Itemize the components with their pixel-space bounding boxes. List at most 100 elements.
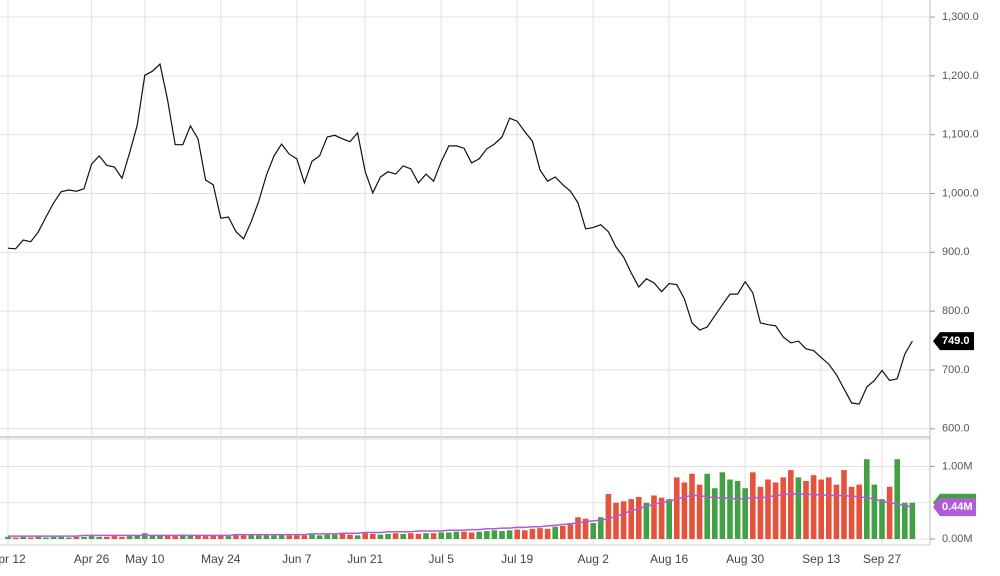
volume-bar (256, 535, 262, 539)
volume-bar (582, 518, 589, 539)
y-tick-label: 1.00M (942, 460, 973, 472)
volume-bar (12, 537, 19, 539)
volume-bar (522, 530, 528, 539)
y-tick-label: 700.0 (942, 364, 970, 376)
volume-bar (96, 536, 102, 539)
volume-bar (491, 530, 498, 539)
volume-bar (50, 536, 57, 539)
volume-bar (780, 477, 786, 539)
volume-bar (354, 535, 361, 539)
x-tick-label: Sep 13 (802, 552, 840, 566)
volume-bar (180, 534, 186, 539)
volume-bar (643, 502, 650, 539)
volume-bar (476, 531, 482, 539)
volume-bar (324, 534, 330, 539)
volume-bar (468, 532, 475, 539)
volume-bar (301, 535, 308, 539)
volume-bar (278, 534, 285, 539)
volume-bar (461, 531, 467, 539)
y-tick-label: 0.00M (942, 533, 973, 545)
volume-bar (560, 525, 566, 539)
volume-bar (902, 502, 908, 539)
volume-bar (757, 486, 764, 539)
volume-bar (484, 531, 490, 539)
volume-bar (370, 533, 376, 539)
volume-bar (537, 528, 543, 539)
volume-bar (73, 536, 80, 539)
volume-bar (803, 480, 809, 539)
y-tick-label: 1,300.0 (942, 11, 979, 23)
tag-label: 749.0 (942, 335, 970, 347)
volume-bar (628, 499, 634, 539)
volume-bar (210, 535, 216, 539)
volume-bar (164, 535, 171, 539)
volume-bar (658, 497, 665, 539)
volume-bar (544, 528, 551, 539)
volume-bar (590, 523, 596, 539)
tag-shape (933, 332, 974, 351)
volume-bar (567, 524, 574, 539)
volume-bar (126, 536, 133, 539)
x-tick-label: Jun 7 (282, 552, 312, 566)
volume-bar (712, 488, 718, 539)
volume-bar (727, 479, 733, 539)
volume-bar (195, 535, 201, 539)
volume-bar (271, 535, 277, 539)
volume-bar (674, 477, 680, 539)
volume-bar (886, 486, 893, 539)
volume-bar (35, 536, 42, 539)
x-tick-label: Sep 27 (863, 552, 901, 566)
x-tick-label: Aug 30 (726, 552, 764, 566)
volume-bar (28, 537, 34, 539)
volume-bar (377, 534, 384, 539)
volume-bar (392, 533, 399, 539)
volume-bar (879, 499, 885, 539)
x-tick-label: Apr 26 (74, 552, 110, 566)
volume-bar (575, 517, 581, 539)
x-tick-label: May 24 (201, 552, 241, 566)
last-value-tag: 0.44M (933, 498, 976, 517)
volume-bar (218, 535, 224, 539)
volume-bar (88, 536, 95, 539)
volume-bar (316, 535, 323, 539)
volume-bar (111, 536, 118, 539)
volume-bar (430, 533, 437, 539)
volume-bar (818, 479, 824, 539)
volume-bar (598, 517, 604, 539)
volume-bar (613, 502, 619, 539)
volume-bar (833, 484, 840, 539)
volume-bar (119, 536, 125, 539)
x-tick-label: Jun 21 (347, 552, 383, 566)
volume-bar (772, 482, 779, 539)
y-tick-label: 1,100.0 (942, 129, 979, 141)
volume-bar (5, 536, 11, 539)
volume-bar (506, 530, 513, 539)
volume-bar (385, 533, 391, 539)
volume-bar (347, 534, 353, 539)
volume-bar (294, 535, 300, 539)
volume-bar (826, 477, 832, 539)
series-line (8, 493, 913, 537)
volume-bar (263, 534, 270, 539)
x-tick-label: Jul 5 (429, 552, 455, 566)
volume-bar (894, 459, 900, 539)
volume-bar (309, 534, 315, 539)
volume-bar (240, 535, 247, 539)
volume-bar (415, 533, 422, 539)
volume-bar (742, 488, 748, 539)
volume-bar (20, 536, 26, 539)
volume-bar (514, 529, 520, 539)
volume-bar (620, 501, 627, 539)
volume-bar (499, 531, 505, 539)
volume-bar (233, 535, 239, 539)
volume-bar (605, 494, 612, 539)
tag-shape (933, 498, 976, 517)
x-tick-label: Aug 16 (650, 552, 688, 566)
volume-bar (339, 533, 346, 539)
y-tick-label: 900.0 (942, 246, 970, 258)
x-tick-label: Apr 12 (0, 552, 26, 566)
y-tick-label: 600.0 (942, 423, 970, 435)
volume-bar (225, 536, 232, 539)
volume-bar (636, 496, 642, 539)
